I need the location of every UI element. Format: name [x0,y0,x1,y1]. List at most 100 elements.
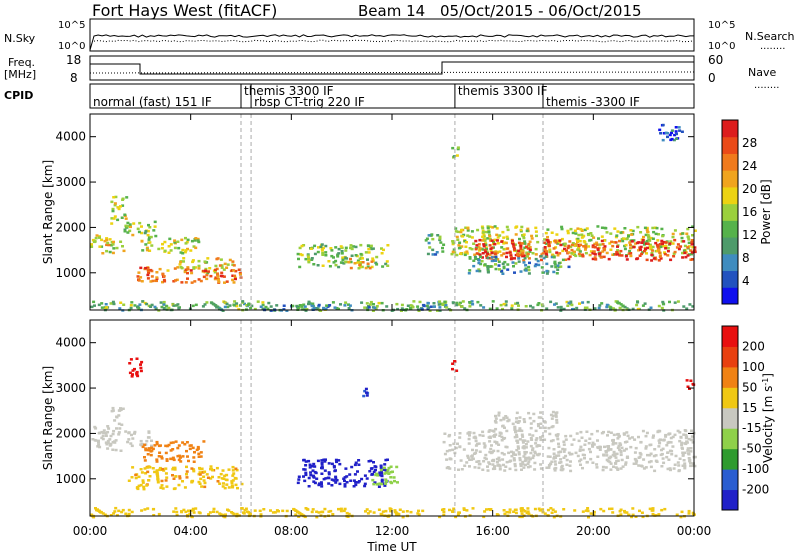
data-cell [184,242,188,245]
data-cell [517,420,521,423]
data-cell [146,507,150,510]
data-cell [521,435,525,438]
data-cell [306,508,310,511]
data-cell [531,252,535,255]
data-cell [112,512,116,515]
data-cell [652,434,655,437]
data-cell [372,470,376,474]
data-cell [344,467,348,470]
data-cell [269,309,273,312]
data-cell [581,448,585,452]
data-cell [481,252,485,255]
data-cell [148,475,152,478]
data-cell [521,252,525,255]
data-cell [662,240,666,244]
data-cell [493,238,497,242]
data-cell [505,445,509,449]
data-cell [564,454,568,458]
data-cell [569,460,572,463]
data-cell [108,438,112,441]
data-cell [584,248,587,251]
data-cell [166,269,170,272]
data-cell [529,451,533,455]
data-cell [612,241,616,244]
data-cell [455,154,459,157]
data-cell [687,437,691,441]
data-cell [393,509,397,512]
data-cell [685,307,689,310]
data-cell [687,452,690,455]
data-cell [670,137,674,141]
data-cell [291,304,295,308]
data-cell [151,447,155,451]
data-cell [312,306,316,310]
data-cell [682,459,686,462]
data-cell [501,458,505,461]
data-cell [630,515,634,519]
data-cell [650,252,654,255]
time-axis-label: Time UT [366,540,417,554]
data-cell [643,226,647,230]
data-cell [104,303,108,306]
data-cell [303,468,307,471]
data-cell [431,237,435,241]
data-cell [197,480,201,484]
data-cell [144,266,148,270]
data-cell [137,475,141,479]
data-cell [691,234,694,237]
data-cell [651,245,655,249]
data-cell [505,510,509,514]
data-cell [442,513,446,517]
data-cell [320,461,324,465]
data-cell [499,303,503,307]
data-cell [545,307,549,310]
data-cell [498,465,502,468]
data-cell [638,451,642,455]
data-cell [117,509,121,513]
data-cell [106,430,110,434]
data-cell [522,259,526,262]
data-cell [213,271,217,274]
data-cell [693,246,697,249]
data-cell [559,309,563,312]
data-cell [175,278,179,282]
data-cell [169,249,173,252]
data-cell [209,467,213,471]
data-cell [533,507,537,511]
data-cell [300,253,304,257]
colorbar-swatch [722,287,738,305]
data-cell [209,274,213,278]
data-cell [327,482,331,485]
data-cell [316,250,320,254]
data-cell [624,447,628,451]
data-cell [686,227,690,231]
data-cell [544,231,548,235]
data-cell [487,230,491,234]
data-cell [352,479,356,482]
data-cell [613,227,617,230]
data-cell [491,226,495,229]
data-cell [523,240,527,243]
data-cell [116,218,120,222]
data-cell [133,367,136,371]
colorbar-tick-label: 16 [742,205,757,219]
data-cell [546,228,550,231]
data-cell [264,305,268,309]
data-cell [591,257,595,261]
data-cell [552,270,556,274]
data-cell [673,238,677,242]
data-cell [457,246,461,250]
data-cell [508,508,512,511]
data-cell [121,508,125,512]
data-cell [509,254,513,257]
data-cell [468,247,472,250]
data-cell [221,469,225,472]
data-cell [677,469,681,473]
data-cell [502,509,506,512]
data-cell [474,239,478,243]
data-cell [673,250,677,254]
data-cell [505,235,509,239]
data-cell [308,302,312,305]
data-cell [516,301,520,305]
